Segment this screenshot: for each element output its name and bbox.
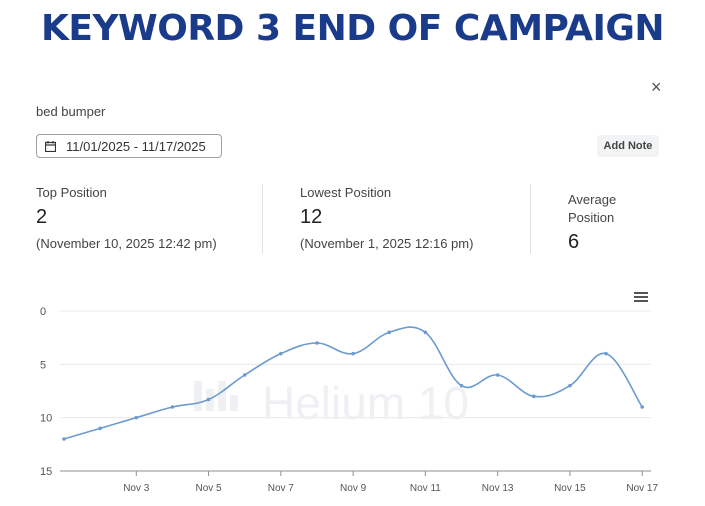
data-point[interactable] <box>423 330 428 335</box>
add-note-button[interactable]: Add Note <box>597 135 659 157</box>
x-tick-label: Nov 17 <box>626 483 658 494</box>
data-point[interactable] <box>170 405 175 409</box>
data-point[interactable] <box>495 373 500 377</box>
data-point[interactable] <box>604 351 608 356</box>
x-tick-label: Nov 3 <box>123 483 150 494</box>
top-position-value: 2 <box>36 206 48 228</box>
lowest-position-label: Lowest Position <box>300 185 392 200</box>
data-point[interactable] <box>134 415 139 420</box>
helium10-watermark: Helium 10 <box>194 377 469 429</box>
y-tick-label: 5 <box>40 359 46 371</box>
x-tick-label: Nov 11 <box>410 483 441 494</box>
average-position-value: 6 <box>568 231 580 253</box>
data-point[interactable] <box>315 341 319 345</box>
top-position-date: (November 10, 2025 12:42 pm) <box>36 236 217 251</box>
x-tick-label: Nov 15 <box>554 483 586 494</box>
average-position-label-line1: Average <box>568 192 617 207</box>
watermark-text: Helium 10 <box>262 377 469 429</box>
chart-menu-icon[interactable] <box>634 292 648 304</box>
data-point[interactable] <box>531 394 536 399</box>
data-point[interactable] <box>640 405 644 409</box>
y-tick-label: 10 <box>40 413 52 425</box>
data-point[interactable] <box>242 373 247 377</box>
x-tick-label: Nov 5 <box>195 483 222 494</box>
rank-history-chart: Helium 10 0 5 10 15 Nov 3 Nov 5 Nov 7 Nov 9 Nov… <box>40 306 658 494</box>
y-tick-label: 15 <box>40 466 52 478</box>
calendar-icon <box>45 140 56 152</box>
top-position-label: Top Position <box>36 185 107 200</box>
data-point[interactable] <box>351 351 355 356</box>
campaign-banner-title: KEYWORD 3 END OF CAMPAIGN <box>40 8 665 49</box>
y-tick-label: 0 <box>40 306 46 318</box>
average-position-label-line2: Position <box>568 210 615 225</box>
close-icon[interactable]: × <box>651 77 662 97</box>
date-range-value: 11/01/2025 - 11/17/2025 <box>66 138 206 154</box>
stats-divider <box>262 184 263 254</box>
data-point[interactable] <box>279 351 283 356</box>
data-point[interactable] <box>387 330 392 335</box>
lowest-position-value: 12 <box>300 206 323 228</box>
stats-divider <box>530 184 531 254</box>
date-range-picker[interactable]: 11/01/2025 - 11/17/2025 <box>36 134 222 158</box>
x-tick-label: Nov 13 <box>482 483 514 494</box>
x-tick-label: Nov 9 <box>340 483 367 494</box>
x-tick-label: Nov 7 <box>268 483 295 494</box>
data-point[interactable] <box>459 383 464 388</box>
data-point[interactable] <box>568 383 572 388</box>
data-point[interactable] <box>206 397 211 402</box>
data-point[interactable] <box>62 437 66 441</box>
lowest-position-date: (November 1, 2025 12:16 pm) <box>300 236 474 251</box>
keyword-label: bed bumper <box>36 104 106 119</box>
data-point[interactable] <box>98 426 102 431</box>
